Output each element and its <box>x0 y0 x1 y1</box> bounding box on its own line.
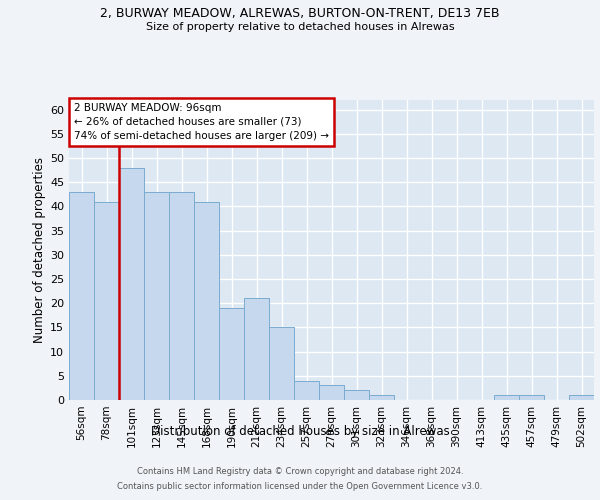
Bar <box>169 192 194 400</box>
Text: Size of property relative to detached houses in Alrewas: Size of property relative to detached ho… <box>146 22 454 32</box>
Bar <box>194 202 219 400</box>
Bar <box>244 298 269 400</box>
Bar <box>94 202 119 400</box>
Text: Contains HM Land Registry data © Crown copyright and database right 2024.: Contains HM Land Registry data © Crown c… <box>137 467 463 476</box>
Bar <box>144 192 169 400</box>
Bar <box>519 395 544 400</box>
Bar <box>119 168 144 400</box>
Bar <box>219 308 244 400</box>
Bar <box>319 386 344 400</box>
Text: Contains public sector information licensed under the Open Government Licence v3: Contains public sector information licen… <box>118 482 482 491</box>
Y-axis label: Number of detached properties: Number of detached properties <box>33 157 46 343</box>
Bar <box>369 395 394 400</box>
Text: 2, BURWAY MEADOW, ALREWAS, BURTON-ON-TRENT, DE13 7EB: 2, BURWAY MEADOW, ALREWAS, BURTON-ON-TRE… <box>100 8 500 20</box>
Bar <box>494 395 519 400</box>
Bar <box>344 390 369 400</box>
Bar <box>269 328 294 400</box>
Bar <box>569 395 594 400</box>
Bar <box>294 380 319 400</box>
Bar <box>69 192 94 400</box>
Text: Distribution of detached houses by size in Alrewas: Distribution of detached houses by size … <box>151 424 449 438</box>
Text: 2 BURWAY MEADOW: 96sqm
← 26% of detached houses are smaller (73)
74% of semi-det: 2 BURWAY MEADOW: 96sqm ← 26% of detached… <box>74 103 329 141</box>
